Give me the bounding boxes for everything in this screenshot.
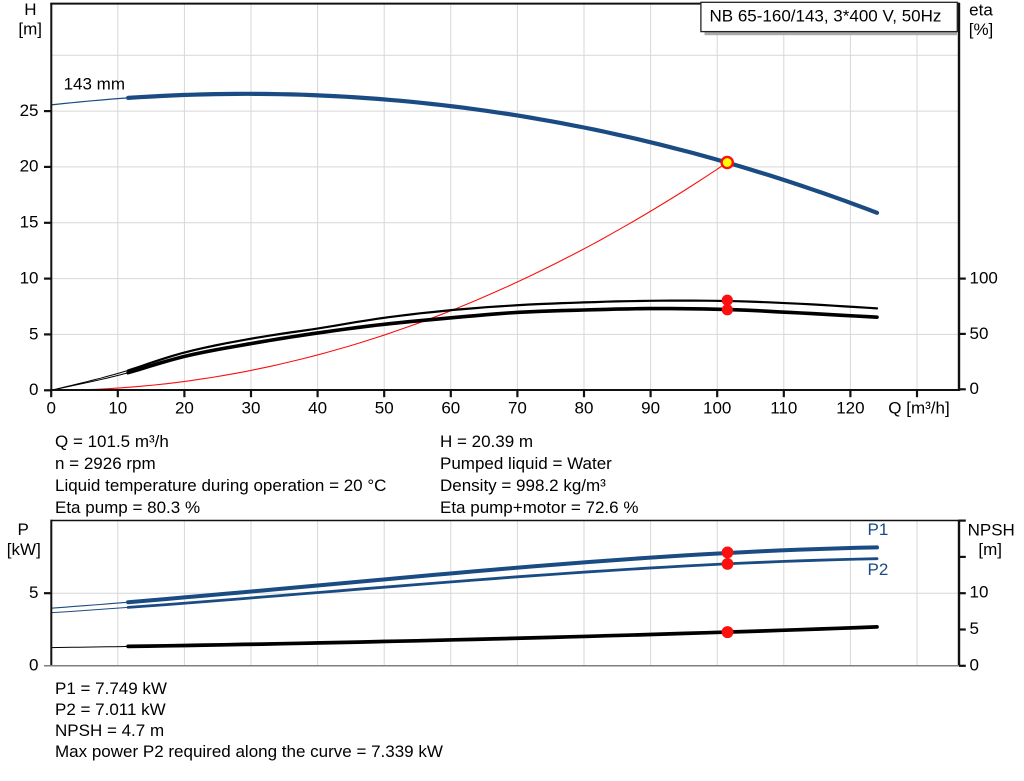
svg-text:NPSH = 4.7 m: NPSH = 4.7 m xyxy=(55,721,164,740)
svg-text:50: 50 xyxy=(375,398,394,417)
svg-text:Density = 998.2 kg/m³: Density = 998.2 kg/m³ xyxy=(440,476,606,495)
svg-text:Max power P2 required along th: Max power P2 required along the curve = … xyxy=(55,742,443,761)
svg-text:30: 30 xyxy=(242,398,261,417)
svg-text:0: 0 xyxy=(46,398,55,417)
svg-text:100: 100 xyxy=(703,398,731,417)
svg-text:P1: P1 xyxy=(868,520,889,539)
svg-text:n = 2926 rpm: n = 2926 rpm xyxy=(55,454,156,473)
svg-text:0: 0 xyxy=(970,379,979,398)
svg-text:0: 0 xyxy=(29,656,38,675)
svg-text:NB 65-160/143, 3*400 V, 50Hz: NB 65-160/143, 3*400 V, 50Hz xyxy=(710,6,942,25)
svg-text:100: 100 xyxy=(970,269,998,288)
svg-text:eta: eta xyxy=(969,0,993,19)
svg-text:H: H xyxy=(24,0,36,19)
svg-text:Liquid temperature during oper: Liquid temperature during operation = 20… xyxy=(55,476,386,495)
svg-text:120: 120 xyxy=(836,398,864,417)
svg-text:NPSH: NPSH xyxy=(968,520,1015,539)
svg-text:Q = 101.5 m³/h: Q = 101.5 m³/h xyxy=(55,432,169,451)
svg-text:[m]: [m] xyxy=(978,540,1002,559)
svg-text:P1 = 7.749 kW: P1 = 7.749 kW xyxy=(55,679,167,698)
svg-text:P2: P2 xyxy=(868,560,889,579)
svg-text:5: 5 xyxy=(29,583,38,602)
svg-text:20: 20 xyxy=(175,398,194,417)
svg-text:H = 20.39 m: H = 20.39 m xyxy=(440,432,533,451)
svg-text:[%]: [%] xyxy=(969,20,994,39)
svg-text:10: 10 xyxy=(970,583,989,602)
svg-text:40: 40 xyxy=(308,398,327,417)
svg-text:15: 15 xyxy=(20,213,39,232)
svg-text:0: 0 xyxy=(29,380,38,399)
svg-text:50: 50 xyxy=(970,324,989,343)
svg-text:20: 20 xyxy=(20,157,39,176)
svg-text:Pumped liquid = Water: Pumped liquid = Water xyxy=(440,454,612,473)
svg-text:[kW]: [kW] xyxy=(7,540,41,559)
svg-text:90: 90 xyxy=(641,398,660,417)
svg-text:143 mm: 143 mm xyxy=(64,75,125,94)
svg-text:10: 10 xyxy=(108,398,127,417)
svg-text:0: 0 xyxy=(970,655,979,674)
svg-text:Q [m³/h]: Q [m³/h] xyxy=(888,398,949,417)
svg-text:5: 5 xyxy=(970,619,979,638)
svg-text:70: 70 xyxy=(508,398,527,417)
svg-text:Eta pump+motor = 72.6 %: Eta pump+motor = 72.6 % xyxy=(440,498,638,517)
svg-text:80: 80 xyxy=(575,398,594,417)
svg-text:P2 = 7.011 kW: P2 = 7.011 kW xyxy=(55,700,166,719)
svg-text:5: 5 xyxy=(29,324,38,343)
svg-text:P: P xyxy=(18,520,29,539)
svg-text:60: 60 xyxy=(441,398,460,417)
svg-text:Eta pump = 80.3 %: Eta pump = 80.3 % xyxy=(55,498,200,517)
svg-text:110: 110 xyxy=(770,398,797,417)
svg-text:10: 10 xyxy=(20,268,39,287)
svg-text:25: 25 xyxy=(20,101,39,120)
svg-text:[m]: [m] xyxy=(18,20,42,39)
